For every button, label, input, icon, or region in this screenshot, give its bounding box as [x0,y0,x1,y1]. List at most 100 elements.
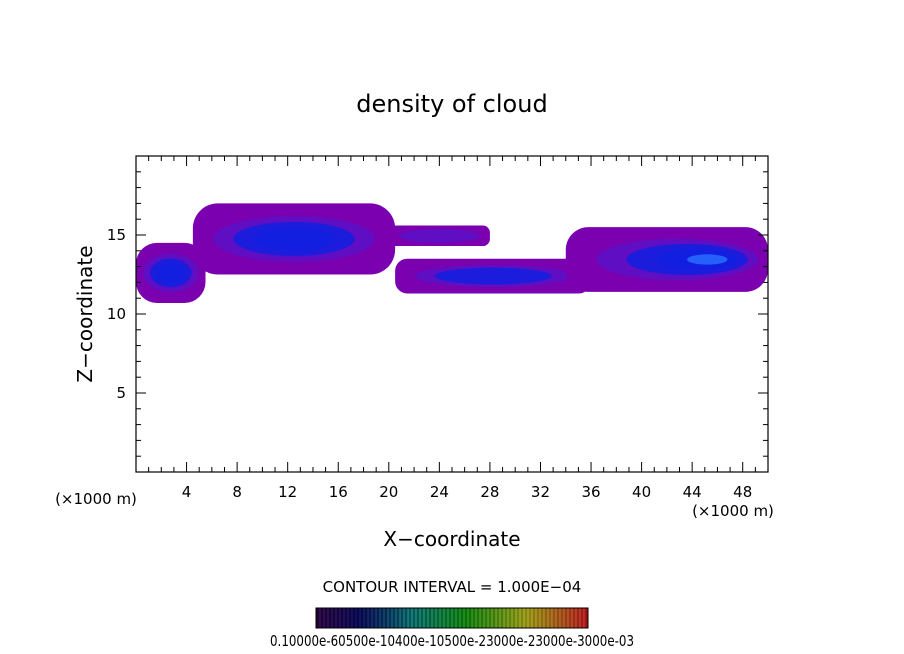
colorbar-cell [320,608,324,628]
cloud-core [687,254,728,265]
cloud-region-right [565,227,768,292]
colorbar-cell [372,608,376,628]
colorbar-cell [476,608,480,628]
colorbar-cell [560,608,564,628]
colorbar-cell [544,608,548,628]
colorbar [315,608,588,628]
x-tick-label: 44 [683,483,702,501]
colorbar-cell [392,608,396,628]
colorbar-cell [512,608,516,628]
colorbar-cell [444,608,448,628]
colorbar-cell [340,608,344,628]
cloud-core [434,267,552,285]
colorbar-cell [552,608,556,628]
colorbar-cell [428,608,432,628]
colorbar-cell [424,608,428,628]
cloud-core [156,263,185,283]
colorbar-cell [404,608,408,628]
colorbar-cell [488,608,492,628]
colorbar-cell [332,608,336,628]
x-tick-label: 40 [632,483,651,501]
colorbar-cell [324,608,328,628]
colorbar-cell [364,608,368,628]
y-tick-label: 5 [116,384,126,402]
cloud-region-streak [388,225,490,247]
x-unit-label-left: (×1000 m) [55,490,137,508]
colorbar-cell [556,608,560,628]
colorbar-cell [440,608,444,628]
colorbar-cell [352,608,356,628]
x-tick-label: 12 [278,483,297,501]
colorbar-cell [516,608,520,628]
colorbar-cell [472,608,476,628]
colorbar-cell [328,608,332,628]
x-tick-label: 4 [182,483,192,501]
colorbar-cell [540,608,544,628]
x-tick-label: 32 [531,483,550,501]
colorbar-cell [500,608,504,628]
x-tick-label: 16 [329,483,348,501]
x-tick-label: 36 [581,483,600,501]
chart-title: density of cloud [356,90,547,118]
colorbar-cell [412,608,416,628]
cloud-core [253,227,335,251]
colorbar-cell [408,608,412,628]
colorbar-cell [368,608,372,628]
colorbar-cell [436,608,440,628]
x-tick-label: 20 [379,483,398,501]
colorbar-cell [396,608,400,628]
colorbar-cell [480,608,484,628]
colorbar-cell [528,608,532,628]
colorbar-cell [460,608,464,628]
colorbar-cell [356,608,360,628]
colorbar-cell [524,608,528,628]
colorbar-cell [416,608,420,628]
cloud-region-upper-left-center [192,203,396,275]
y-tick-label: 15 [107,226,126,244]
colorbar-labels: 0.10000e-60500e-10400e-10500e-23000e-230… [270,632,634,650]
x-tick-label: 24 [430,483,449,501]
colorbar-cell [384,608,388,628]
colorbar-cell [584,608,588,628]
cloud-region-left [136,242,206,303]
colorbar-cell [464,608,468,628]
cloud-region-lower-center [395,258,592,294]
colorbar-cell [572,608,576,628]
colorbar-cell [376,608,380,628]
colorbar-cell [568,608,572,628]
colorbar-cell [580,608,584,628]
colorbar-cell [348,608,352,628]
y-tick-label: 10 [107,305,126,323]
colorbar-cell [504,608,508,628]
y-axis-label: Z−coordinate [73,245,97,382]
colorbar-cell [520,608,524,628]
colorbar-cell [508,608,512,628]
cloud-core [398,229,480,243]
colorbar-cell [316,608,320,628]
x-unit-label-right: (×1000 m) [692,502,774,520]
colorbar-cell [492,608,496,628]
colorbar-cell [432,608,436,628]
colorbar-frame [315,607,589,629]
colorbar-cell [344,608,348,628]
x-tick-label: 28 [480,483,499,501]
colorbar-cell [532,608,536,628]
x-tick-label: 8 [232,483,242,501]
cloud-density-field [136,203,768,303]
colorbar-cell [536,608,540,628]
colorbar-cell [420,608,424,628]
colorbar-cell [484,608,488,628]
x-axis-label: X−coordinate [383,527,520,551]
contour-interval-text: CONTOUR INTERVAL = 1.000E−04 [323,578,582,596]
colorbar-cell [452,608,456,628]
colorbar-cell [496,608,500,628]
colorbar-cell [576,608,580,628]
colorbar-cell [548,608,552,628]
colorbar-cell [360,608,364,628]
colorbar-cell [388,608,392,628]
colorbar-cell [400,608,404,628]
colorbar-cell [380,608,384,628]
colorbar-cell [448,608,452,628]
colorbar-cell [468,608,472,628]
